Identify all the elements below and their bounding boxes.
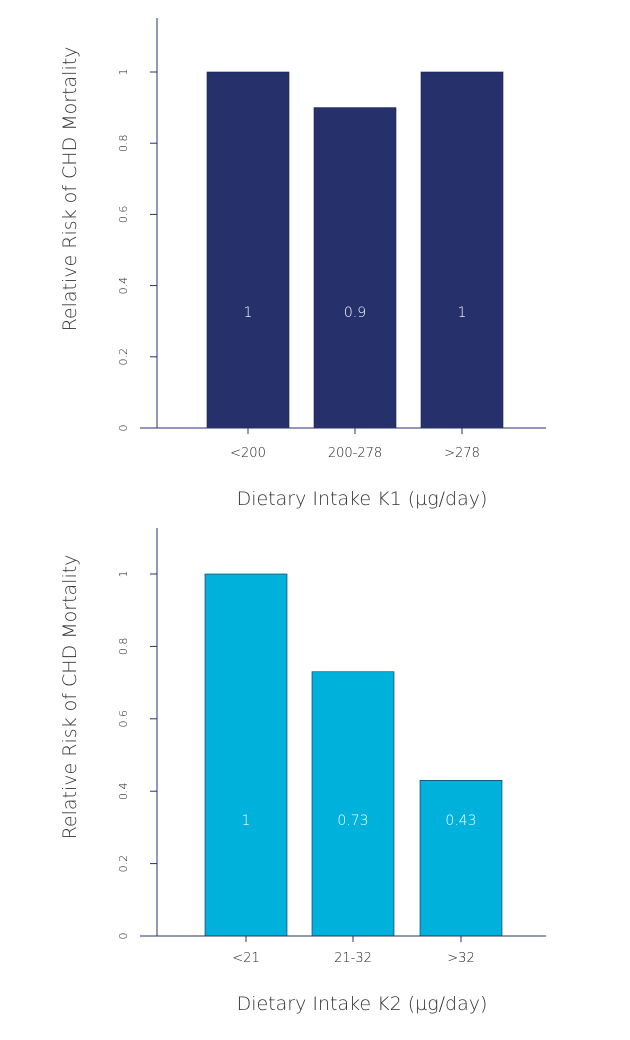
y-tick-label: 0.2 bbox=[117, 348, 130, 366]
bar-200-278 bbox=[313, 107, 397, 429]
bar-value-labels: 1 0.73 0.43 bbox=[242, 813, 477, 829]
y-axis-title: Relative Risk of CHD Mortality bbox=[59, 47, 81, 332]
x-tick-label: <21 bbox=[232, 951, 259, 966]
bar->32 bbox=[419, 780, 503, 937]
x-tick-label: 21-32 bbox=[334, 951, 372, 966]
x-tick-label: >32 bbox=[447, 951, 474, 966]
bar-value-label: 1 bbox=[242, 813, 251, 829]
y-axis-label: Relative Risk of CHD Mortality bbox=[59, 555, 81, 840]
x-tick-label: >278 bbox=[444, 446, 480, 461]
bar-value-label: 0.43 bbox=[445, 813, 476, 829]
bars bbox=[206, 71, 504, 429]
y-tick-label: 0 bbox=[117, 933, 130, 940]
bar-value-label: 0.73 bbox=[337, 813, 368, 829]
x-tick-labels: <21 21-32 >32 bbox=[232, 936, 475, 966]
y-tick-label: 0.8 bbox=[117, 134, 130, 152]
y-tick-label: 1 bbox=[117, 69, 130, 76]
y-tick-label: 0.6 bbox=[117, 710, 130, 728]
bar-value-label: 1 bbox=[244, 305, 253, 321]
y-tick-label: 0.4 bbox=[117, 782, 130, 800]
bar->278 bbox=[420, 71, 504, 429]
x-tick-label: 200-278 bbox=[328, 446, 382, 461]
y-tick-label: 0.4 bbox=[117, 277, 130, 295]
bar-value-label: 1 bbox=[458, 305, 467, 321]
bar-value-label: 0.9 bbox=[344, 305, 366, 321]
y-axis-label: Relative Risk of CHD Mortality bbox=[59, 47, 81, 332]
y-tick-labels: 0 0.2 0.4 0.6 0.8 1 bbox=[117, 571, 157, 940]
chart-k2: Relative Risk of CHD Mortality 0 0.2 0.4 0.… bbox=[59, 528, 546, 1015]
y-tick-label: 0.6 bbox=[117, 206, 130, 224]
bar-21-32 bbox=[311, 671, 395, 937]
y-tick-label: 0.2 bbox=[117, 855, 130, 873]
x-tick-labels: <200 200-278 >278 bbox=[230, 428, 480, 461]
x-tick-label: <200 bbox=[230, 446, 266, 461]
bars bbox=[204, 573, 503, 937]
bar-<21 bbox=[204, 573, 288, 937]
bar-value-labels: 1 0.9 1 bbox=[244, 305, 467, 321]
y-tick-label: 1 bbox=[117, 571, 130, 578]
chart-k1: Relative Risk of CHD Mortality 0 0.2 0.4 0.… bbox=[59, 18, 546, 510]
x-axis-label: Dietary Intake K2 (µg/day) bbox=[237, 993, 488, 1015]
y-tick-label: 0.8 bbox=[117, 638, 130, 656]
x-axis-label: Dietary Intake K1 (µg/day) bbox=[237, 488, 488, 510]
y-axis-title: Relative Risk of CHD Mortality bbox=[59, 555, 81, 840]
bar-<200 bbox=[206, 71, 290, 429]
y-tick-label: 0 bbox=[117, 425, 130, 432]
y-tick-labels: 0 0.2 0.4 0.6 0.8 1 bbox=[117, 69, 157, 432]
